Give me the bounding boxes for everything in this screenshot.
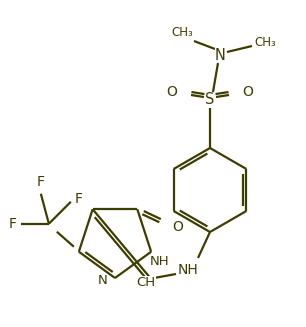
Text: CH₃: CH₃ — [171, 26, 193, 40]
Text: NH: NH — [149, 255, 169, 268]
Text: O: O — [172, 220, 183, 234]
Text: S: S — [205, 93, 215, 108]
Text: F: F — [75, 192, 83, 206]
Text: F: F — [37, 175, 45, 189]
Text: O: O — [243, 85, 253, 99]
Text: N: N — [215, 47, 226, 62]
Text: CH₃: CH₃ — [254, 37, 276, 49]
Text: N: N — [98, 273, 108, 286]
Text: O: O — [166, 85, 177, 99]
Text: F: F — [9, 217, 17, 231]
Text: NH: NH — [177, 263, 198, 277]
Text: CH: CH — [136, 276, 155, 288]
